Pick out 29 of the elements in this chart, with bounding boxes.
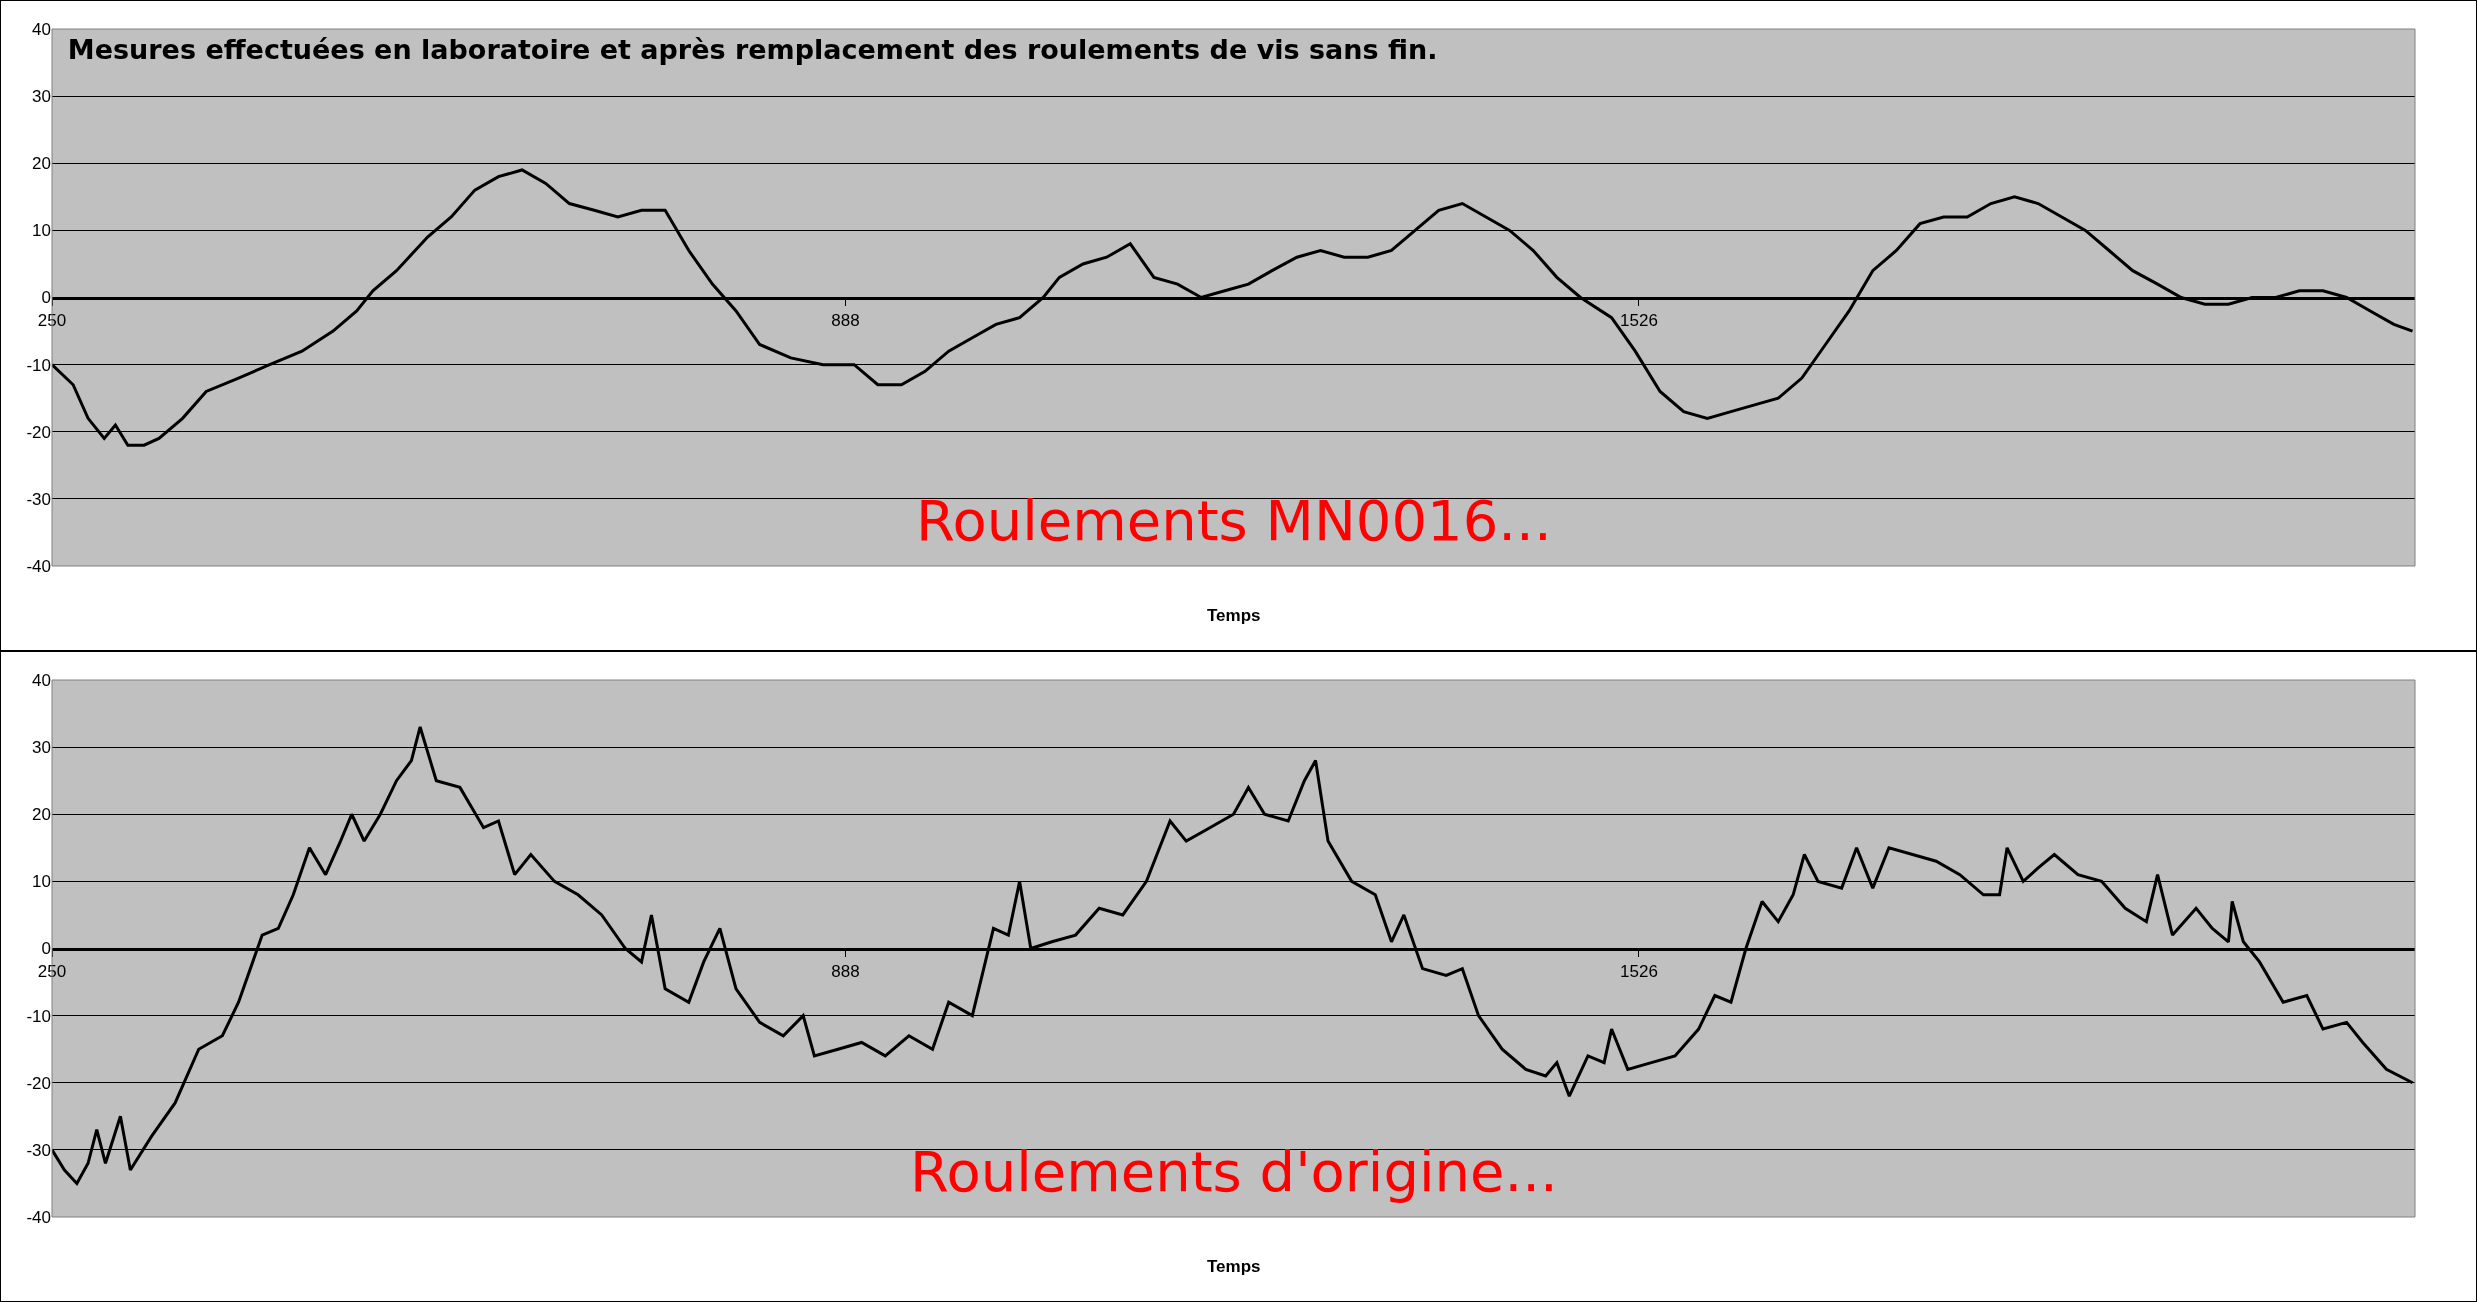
y-tick-label: 10 bbox=[32, 872, 51, 892]
y-tick-label: 0 bbox=[41, 939, 51, 959]
y-tick-label: -20 bbox=[26, 422, 51, 442]
x-tick-label: 250 bbox=[37, 310, 67, 330]
chart-title: Mesures effectuées en laboratoire et après remplacement des roulements de vis sans fin. bbox=[67, 33, 1438, 65]
x-axis-title: Temps bbox=[1207, 606, 1261, 625]
y-tick-label: -10 bbox=[26, 355, 51, 375]
y-tick-label: -30 bbox=[26, 1140, 51, 1160]
annotation: Roulements MN0016... bbox=[916, 488, 1552, 553]
annotation: Roulements d'origine... bbox=[910, 1139, 1558, 1204]
y-tick-label: -20 bbox=[26, 1073, 51, 1093]
x-tick-label: 888 bbox=[831, 310, 860, 330]
y-tick-label: -30 bbox=[26, 489, 51, 509]
x-tick-label: 1526 bbox=[1620, 310, 1658, 330]
y-tick-label: 40 bbox=[32, 670, 51, 690]
x-tick-label: 250 bbox=[37, 961, 67, 981]
y-tick-label: 0 bbox=[41, 288, 51, 308]
y-tick-label: 10 bbox=[32, 221, 51, 241]
x-axis-title: Temps bbox=[1207, 1257, 1261, 1276]
x-tick-label: 888 bbox=[831, 961, 860, 981]
x-tick-label: 1526 bbox=[1620, 961, 1658, 981]
y-tick-label: -40 bbox=[26, 1207, 51, 1227]
y-tick-label: 30 bbox=[32, 87, 51, 107]
y-tick-label: 30 bbox=[32, 738, 51, 758]
y-tick-label: -40 bbox=[26, 556, 51, 576]
y-tick-label: 20 bbox=[32, 154, 51, 174]
y-tick-label: 20 bbox=[32, 805, 51, 825]
y-tick-label: -10 bbox=[26, 1006, 51, 1026]
y-tick-label: 40 bbox=[32, 19, 51, 39]
